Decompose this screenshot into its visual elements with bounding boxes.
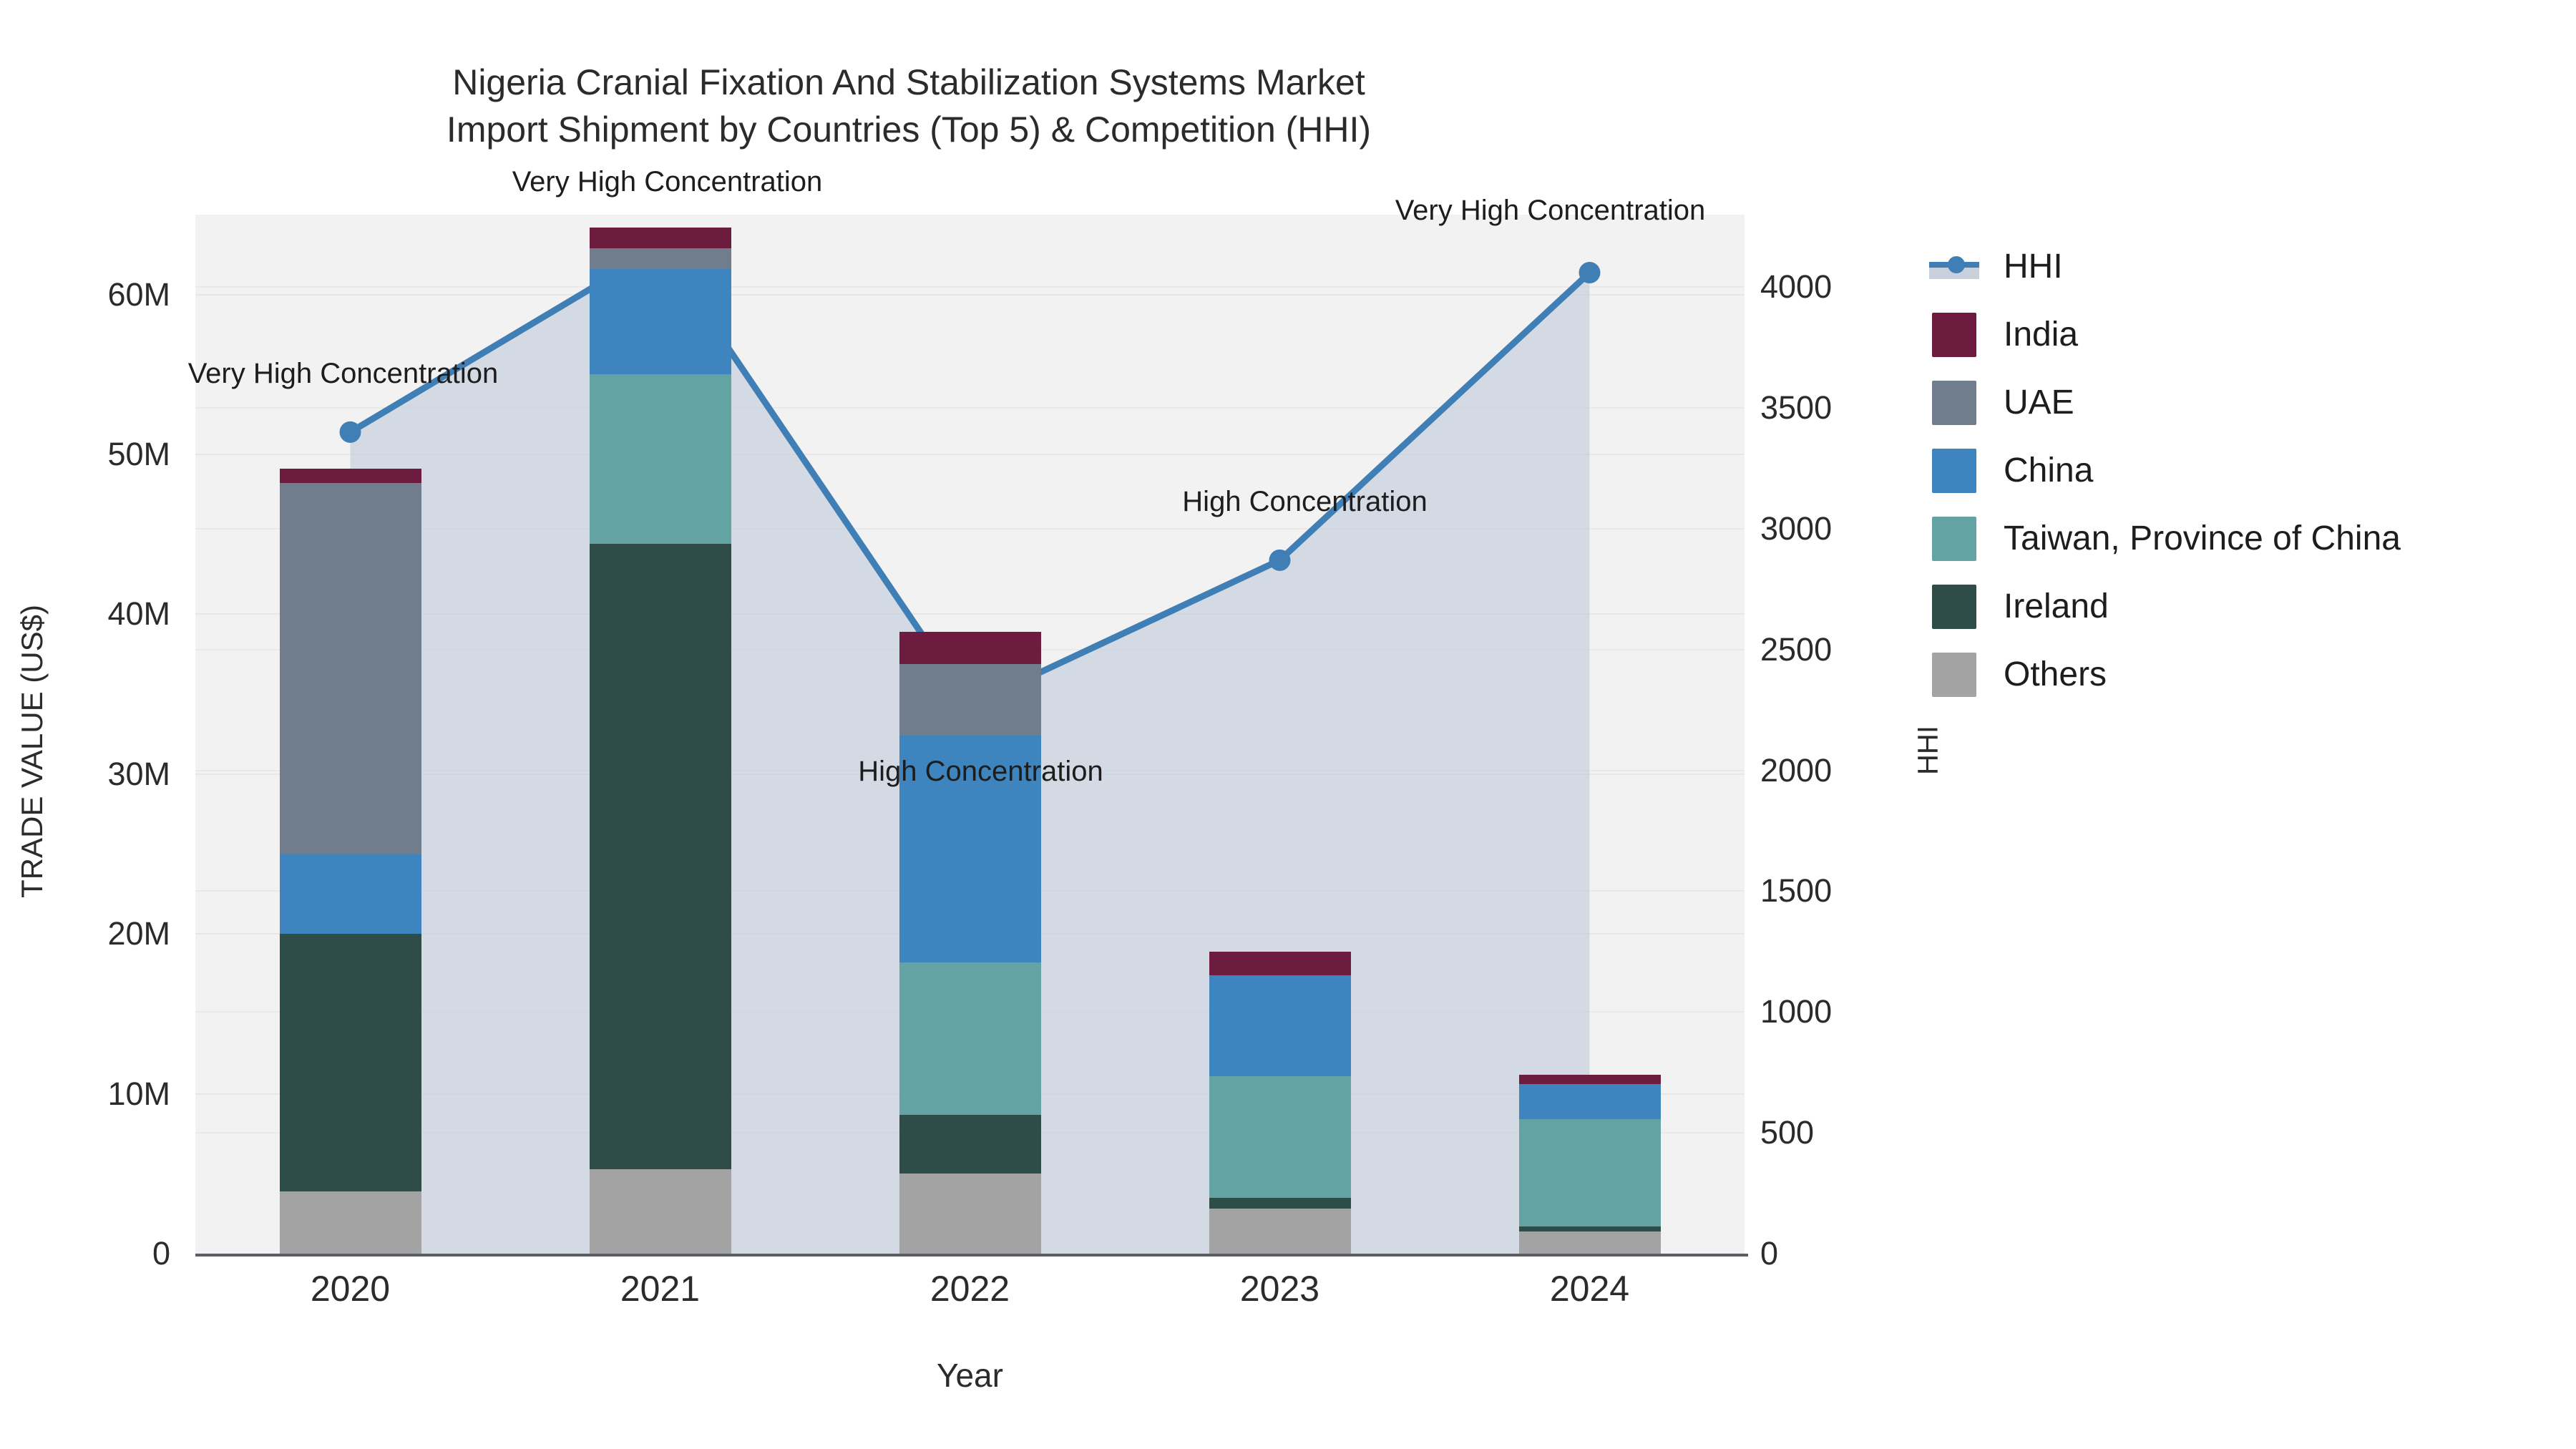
bar-segment-others[interactable] bbox=[1518, 1231, 1661, 1254]
gridline-left bbox=[195, 613, 1745, 615]
legend-item-ireland[interactable]: Ireland bbox=[1932, 572, 2562, 640]
bar-segment-others[interactable] bbox=[1209, 1209, 1351, 1254]
y-tick-right: 0 bbox=[1760, 1235, 1779, 1272]
legend-item-india[interactable]: India bbox=[1932, 301, 2562, 369]
y-tick-right: 4000 bbox=[1760, 268, 1833, 306]
gridline-right bbox=[195, 407, 1745, 409]
legend-item-label: HHI bbox=[2004, 248, 2063, 286]
x-tick-2022: 2022 bbox=[930, 1269, 1010, 1309]
plot-area bbox=[195, 215, 1745, 1254]
bar-segment-ireland[interactable] bbox=[899, 1114, 1041, 1174]
chart-title: Nigeria Cranial Fixation And Stabilizati… bbox=[0, 59, 1818, 153]
legend-swatch-icon bbox=[1932, 312, 1976, 357]
bar-segment-taiwan-province-of-china[interactable] bbox=[1518, 1119, 1661, 1227]
legend-item-hhi[interactable]: HHI bbox=[1929, 233, 2562, 301]
gridline-right bbox=[195, 286, 1745, 288]
y-tick-left: 30M bbox=[107, 755, 170, 792]
bar-segment-taiwan-province-of-china[interactable] bbox=[589, 374, 731, 545]
legend-swatch-icon bbox=[1932, 380, 1976, 425]
legend-line-icon bbox=[1929, 245, 1979, 289]
bar-segment-uae[interactable] bbox=[899, 663, 1041, 736]
legend-item-uae[interactable]: UAE bbox=[1932, 369, 2562, 436]
bar-series-container bbox=[195, 215, 1745, 1254]
legend-item-others[interactable]: Others bbox=[1932, 640, 2562, 708]
y-tick-left: 40M bbox=[107, 595, 170, 633]
x-tick-2021: 2021 bbox=[620, 1269, 701, 1309]
chart-title-line-1: Nigeria Cranial Fixation And Stabilizati… bbox=[452, 62, 1365, 102]
bar-segment-china[interactable] bbox=[1518, 1084, 1661, 1120]
bar-segment-india[interactable] bbox=[899, 632, 1041, 664]
y-axis-left-title: TRADE VALUE (US$) bbox=[15, 605, 49, 898]
bar-stack[interactable] bbox=[1518, 1074, 1661, 1254]
y-tick-right: 1500 bbox=[1760, 872, 1833, 909]
bar-segment-taiwan-province-of-china[interactable] bbox=[1209, 1076, 1351, 1198]
y-tick-right: 3000 bbox=[1760, 509, 1833, 547]
legend-item-china[interactable]: China bbox=[1932, 436, 2562, 504]
hhi-marker-2023[interactable] bbox=[1269, 549, 1291, 571]
legend-item-label: UAE bbox=[2004, 384, 2074, 421]
legend-item-label: Ireland bbox=[2004, 587, 2109, 625]
annotation-2020: Very High Concentration bbox=[187, 357, 499, 389]
bar-stack[interactable] bbox=[1209, 951, 1351, 1254]
legend-swatch-icon bbox=[1932, 516, 1976, 561]
bar-segment-ireland[interactable] bbox=[1209, 1197, 1351, 1209]
bar-segment-others[interactable] bbox=[899, 1174, 1041, 1254]
legend-swatch-icon bbox=[1932, 448, 1976, 493]
legend-item-label: India bbox=[2004, 316, 2079, 353]
y-tick-left: 60M bbox=[107, 275, 170, 313]
legend: HHI India UAE China Taiwan, Province of Chin… bbox=[1929, 233, 2562, 708]
bar-segment-taiwan-province-of-china[interactable] bbox=[899, 962, 1041, 1115]
bar-stack[interactable] bbox=[589, 227, 731, 1254]
legend-item-taiwan-province-of-china[interactable]: Taiwan, Province of China bbox=[1932, 504, 2562, 572]
bar-segment-india[interactable] bbox=[1518, 1074, 1661, 1085]
gridline-right bbox=[195, 527, 1745, 530]
bar-segment-uae[interactable] bbox=[589, 248, 731, 269]
annotation-2022: High Concentration bbox=[858, 756, 1103, 788]
annotation-2023: High Concentration bbox=[1182, 485, 1428, 517]
x-tick-2023: 2023 bbox=[1239, 1269, 1320, 1309]
annotation-2024: Very High Concentration bbox=[1395, 195, 1706, 227]
bar-segment-china[interactable] bbox=[589, 268, 731, 375]
y-tick-left: 20M bbox=[107, 915, 170, 952]
legend-item-label: Taiwan, Province of China bbox=[2004, 519, 2401, 557]
chart-title-subtitle: Import Shipment by Countries (Top 5) & C… bbox=[446, 109, 1372, 150]
bar-stack[interactable] bbox=[279, 469, 421, 1254]
hhi-marker-2024[interactable] bbox=[1579, 262, 1601, 284]
bar-segment-china[interactable] bbox=[1209, 975, 1351, 1077]
y-tick-left: 0 bbox=[152, 1235, 170, 1272]
bar-segment-china[interactable] bbox=[899, 736, 1041, 963]
legend-swatch-icon bbox=[1932, 584, 1976, 629]
x-axis-line bbox=[195, 1254, 1748, 1257]
bar-stack[interactable] bbox=[899, 632, 1041, 1254]
gridline-left bbox=[195, 454, 1745, 456]
bar-segment-india[interactable] bbox=[589, 227, 731, 248]
y-tick-right: 3500 bbox=[1760, 389, 1833, 426]
legend-item-label: Others bbox=[2004, 655, 2107, 693]
y-tick-left: 50M bbox=[107, 436, 170, 473]
x-axis-title: Year bbox=[937, 1357, 1003, 1394]
bar-segment-india[interactable] bbox=[279, 469, 421, 484]
y-tick-right: 1000 bbox=[1760, 993, 1833, 1030]
bar-segment-india[interactable] bbox=[1209, 951, 1351, 976]
gridline-left bbox=[195, 293, 1745, 296]
bar-segment-ireland[interactable] bbox=[589, 544, 731, 1169]
bar-segment-others[interactable] bbox=[279, 1191, 421, 1254]
x-tick-2020: 2020 bbox=[310, 1269, 391, 1309]
y-tick-right: 2500 bbox=[1760, 630, 1833, 668]
legend-swatch-icon bbox=[1932, 652, 1976, 697]
x-tick-2024: 2024 bbox=[1549, 1269, 1630, 1309]
y-tick-right: 500 bbox=[1760, 1114, 1815, 1151]
annotation-2021: Very High Concentration bbox=[512, 165, 823, 197]
hhi-marker-2020[interactable] bbox=[339, 421, 361, 443]
bar-segment-ireland[interactable] bbox=[1518, 1226, 1661, 1231]
bar-segment-others[interactable] bbox=[589, 1169, 731, 1254]
y-tick-right: 2000 bbox=[1760, 751, 1833, 789]
legend-item-label: China bbox=[2004, 452, 2094, 489]
y-tick-left: 10M bbox=[107, 1075, 170, 1112]
bar-segment-ireland[interactable] bbox=[279, 934, 421, 1191]
bar-segment-uae[interactable] bbox=[279, 483, 421, 854]
bar-segment-china[interactable] bbox=[279, 854, 421, 935]
